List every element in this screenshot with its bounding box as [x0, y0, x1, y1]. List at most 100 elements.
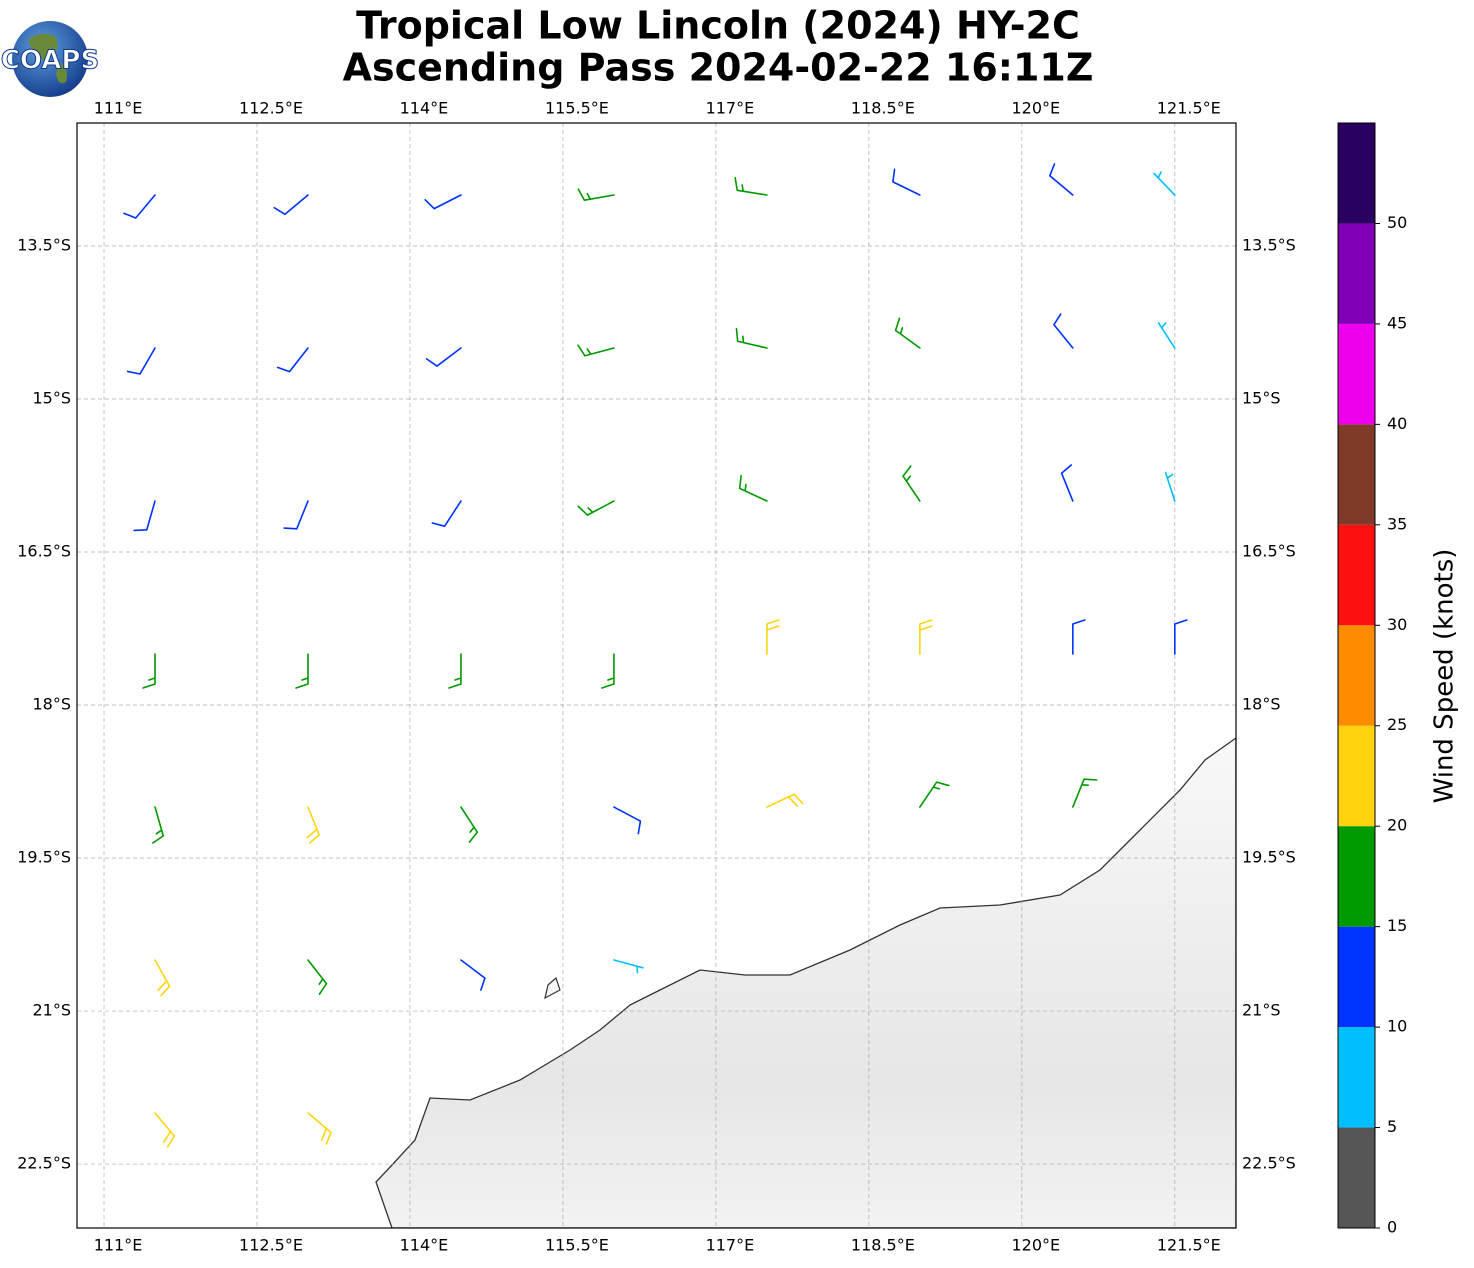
colorbar-tick-label: 50 — [1387, 213, 1407, 232]
wind-barb — [1157, 322, 1176, 349]
wind-barb — [295, 653, 309, 689]
wind-barb — [1072, 778, 1098, 808]
x-tick-label: 115.5°E — [545, 1236, 609, 1255]
wind-barb — [577, 500, 615, 516]
wind-barb — [154, 1112, 176, 1148]
coastline — [375, 737, 1236, 1228]
colorbar-segment — [1338, 926, 1375, 1028]
colorbar-tick-label: 40 — [1387, 414, 1407, 433]
colorbar-segment — [1338, 1027, 1375, 1128]
y-tick-label: 18°S — [1242, 695, 1281, 714]
wind-barb — [919, 781, 950, 808]
y-tick-label: 19.5°S — [1242, 848, 1296, 867]
x-tick-label: 111°E — [94, 99, 143, 118]
x-tick-label: 115.5°E — [545, 99, 609, 118]
y-tick-label: 13.5°S — [17, 236, 71, 255]
y-tick-label: 16.5°S — [1242, 542, 1296, 561]
wind-barb — [424, 194, 462, 210]
y-tick-label: 22.5°S — [17, 1154, 71, 1173]
colorbar: 0 5 10 15 20 25 30 35 40 45 50 — [1337, 122, 1407, 1237]
wind-barb — [1049, 163, 1074, 196]
wind-barb — [613, 959, 644, 974]
wind-barb — [766, 793, 804, 808]
wind-barb — [735, 327, 768, 349]
wind-barb — [894, 317, 921, 349]
colorbar-segment — [1338, 725, 1375, 827]
wind-barb — [448, 653, 462, 689]
chart-subtitle: Ascending Pass 2024-02-22 16:11Z — [343, 46, 1094, 90]
plot-frame — [76, 122, 1237, 1229]
wind-barb — [307, 1112, 332, 1145]
x-tick-label: 111°E — [94, 1236, 143, 1255]
wind-barb — [613, 806, 642, 835]
wind-barb — [431, 500, 462, 527]
wind-barb — [1053, 313, 1074, 349]
wind-barb — [273, 194, 309, 216]
colorbar-segment — [1338, 1127, 1375, 1228]
wind-barb — [152, 806, 165, 844]
wind-barb — [919, 619, 933, 655]
x-tick-label: 121.5°E — [1157, 1236, 1221, 1255]
x-tick-label: 120°E — [1012, 1236, 1061, 1255]
wind-barb — [133, 500, 156, 532]
x-tick-label: 112.5°E — [239, 99, 303, 118]
x-tick-label: 117°E — [706, 99, 755, 118]
y-tick-label: 15°S — [1242, 389, 1281, 408]
colorbar-segment — [1338, 123, 1375, 224]
y-tick-label: 19.5°S — [17, 848, 71, 867]
colorbar-tick-label: 15 — [1387, 916, 1407, 935]
wind-barb — [577, 188, 615, 202]
colorbar-frame — [1337, 122, 1376, 1229]
grid — [77, 123, 1236, 1228]
colorbar-tick-label: 5 — [1387, 1117, 1397, 1136]
colorbar-tick-label: 10 — [1387, 1017, 1407, 1036]
wind-barb — [577, 344, 615, 357]
colorbar-segment — [1338, 625, 1375, 726]
x-tick-label: 114°E — [400, 1236, 449, 1255]
logo: COAPS — [0, 21, 100, 97]
wind-barb — [766, 619, 780, 655]
y-tick-label: 21°S — [1242, 1001, 1281, 1020]
x-tick-label: 120°E — [1012, 99, 1061, 118]
wind-barb — [307, 959, 328, 996]
wind-barb — [1060, 464, 1074, 502]
colorbar-tick-label: 35 — [1387, 514, 1407, 533]
colorbar-tick-label: 30 — [1387, 615, 1407, 634]
wind-barb — [283, 500, 309, 530]
wind-barb — [1164, 471, 1176, 502]
y-tick-label: 13.5°S — [1242, 236, 1296, 255]
wind-barb — [738, 474, 768, 502]
wind-barb — [902, 465, 921, 502]
y-tick-label: 22.5°S — [1242, 1154, 1296, 1173]
wind-barb — [142, 653, 156, 689]
y-tick-label: 15°S — [32, 389, 71, 408]
wind-barb — [276, 347, 309, 373]
wind-barb — [460, 806, 479, 843]
chart-title: Tropical Low Lincoln (2024) HY-2C — [356, 4, 1080, 48]
wind-barb — [892, 168, 921, 196]
y-tick-label: 16.5°S — [17, 542, 71, 561]
x-tick-label: 118.5°E — [851, 99, 915, 118]
colorbar-label: Wind Speed (knots) — [1430, 549, 1460, 804]
barb-layer — [123, 163, 1188, 1148]
logo-text: COAPS — [1, 46, 99, 76]
x-tick-label: 118.5°E — [851, 1236, 915, 1255]
wind-barb — [425, 347, 462, 367]
x-tick-label: 112.5°E — [239, 1236, 303, 1255]
y-tick-label: 21°S — [32, 1001, 71, 1020]
colorbar-tick-label: 0 — [1387, 1218, 1397, 1237]
colorbar-segment — [1338, 223, 1375, 324]
colorbar-segment — [1338, 323, 1375, 425]
x-tick-label: 117°E — [706, 1236, 755, 1255]
wind-barb — [734, 177, 768, 196]
colorbar-tick-label: 25 — [1387, 715, 1407, 734]
wind-barb — [460, 959, 486, 991]
wind-barb — [1174, 619, 1188, 655]
wind-barb — [154, 959, 171, 997]
wind-barb — [126, 347, 156, 375]
colorbar-segment — [1338, 424, 1375, 525]
wind-barb — [1153, 171, 1176, 196]
wind-barb — [123, 194, 156, 219]
